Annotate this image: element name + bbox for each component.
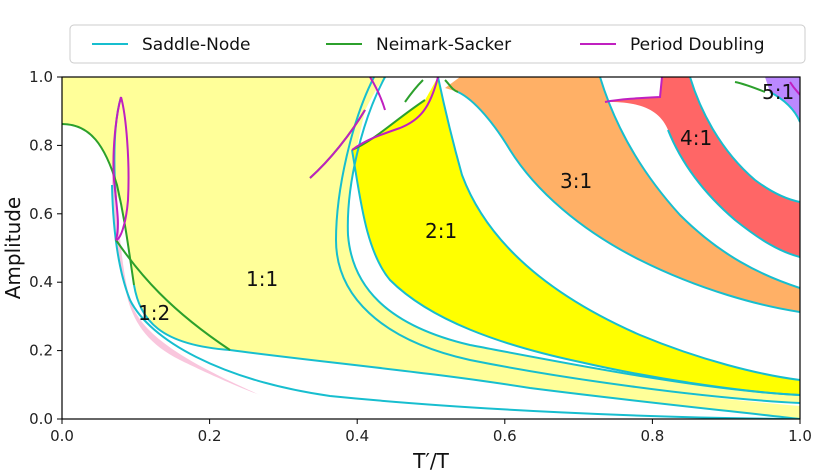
- x-axis-ticks: 0.0 0.2 0.4 0.6 0.8 1.0: [50, 419, 812, 445]
- legend-label-neimark-sacker: Neimark-Sacker: [376, 35, 511, 55]
- saddle-node-curve-10: [667, 129, 800, 258]
- y-axis-title: Amplitude: [1, 197, 25, 300]
- x-axis-title: T′/T: [412, 449, 449, 473]
- region-4-1: [610, 77, 800, 257]
- saddle-node-curve-2: [133, 284, 800, 419]
- region-1-1-main: [62, 77, 800, 419]
- saddle-node-curve-4: [346, 77, 800, 396]
- x-tick-label: 0.6: [493, 427, 517, 445]
- y-tick-label: 0.0: [29, 410, 53, 428]
- plot-frame: [61, 76, 801, 420]
- x-tick-label: 0.8: [640, 427, 664, 445]
- x-tick-label: 0.0: [50, 427, 74, 445]
- region-label-4-1: 4:1: [680, 126, 712, 150]
- region-label-1-2: 1:2: [138, 301, 170, 325]
- saddle-node-curve-1: [111, 184, 800, 419]
- neimark-sacker-curve-7: [734, 81, 766, 93]
- y-tick-label: 0.4: [29, 273, 53, 291]
- period-doubling-curve-2: [115, 96, 130, 241]
- period-doubling-curve-4: [351, 77, 439, 151]
- x-tick-label: 0.4: [345, 427, 369, 445]
- period-doubling-curve-3: [309, 109, 366, 179]
- region-label-1-1: 1:1: [246, 267, 278, 291]
- legend-entry-saddle-node: Saddle-Node: [92, 35, 250, 55]
- region-3-1: [445, 77, 800, 312]
- saddle-node-curve-6: [351, 149, 800, 396]
- period-doubling-curve-6: [604, 77, 663, 103]
- region-label-5-1: 5:1: [762, 80, 794, 104]
- legend-entry-period-doubling: Period Doubling: [580, 35, 764, 55]
- saddle-node-curve-7: [457, 91, 800, 313]
- x-tick-label: 1.0: [788, 427, 812, 445]
- saddle-node-curve-5: [437, 77, 800, 381]
- legend-label-saddle-node: Saddle-Node: [142, 35, 250, 55]
- y-tick-label: 1.0: [29, 68, 53, 86]
- x-tick-label: 0.2: [198, 427, 222, 445]
- region-2-1: [352, 77, 800, 395]
- region-label-3-1: 3:1: [560, 169, 592, 193]
- legend-label-period-doubling: Period Doubling: [630, 35, 764, 55]
- y-tick-label: 0.6: [29, 205, 53, 223]
- saddle-node-curve-8: [599, 77, 800, 289]
- neimark-sacker-curve-5: [404, 79, 424, 103]
- saddle-node-curve-3: [334, 77, 800, 404]
- plot-area: 1:1 1:2 2:1 3:1 4:1 5:1: [62, 77, 800, 419]
- saddle-node-curve-11: [769, 91, 800, 123]
- neimark-sacker-curve-2: [115, 239, 231, 351]
- y-tick-label: 0.8: [29, 136, 53, 154]
- neimark-sacker-curve-1: [62, 123, 135, 286]
- region-label-2-1: 2:1: [425, 219, 457, 243]
- neimark-sacker-curve-4: [351, 99, 426, 151]
- period-doubling-curves: [112, 77, 800, 241]
- legend-entry-neimark-sacker: Neimark-Sacker: [326, 35, 511, 55]
- saddle-node-curves: [111, 77, 800, 419]
- legend: Saddle-Node Neimark-Sacker Period Doubli…: [69, 24, 806, 64]
- legend-box: [69, 24, 806, 64]
- y-axis-ticks: 0.0 0.2 0.4 0.6 0.8 1.0: [29, 68, 62, 428]
- period-doubling-curve-5: [369, 77, 386, 111]
- y-tick-label: 0.2: [29, 342, 53, 360]
- saddle-node-curve-9: [689, 77, 800, 203]
- period-doubling-curve-1: [112, 96, 122, 241]
- neimark-sacker-curve-6: [444, 79, 459, 93]
